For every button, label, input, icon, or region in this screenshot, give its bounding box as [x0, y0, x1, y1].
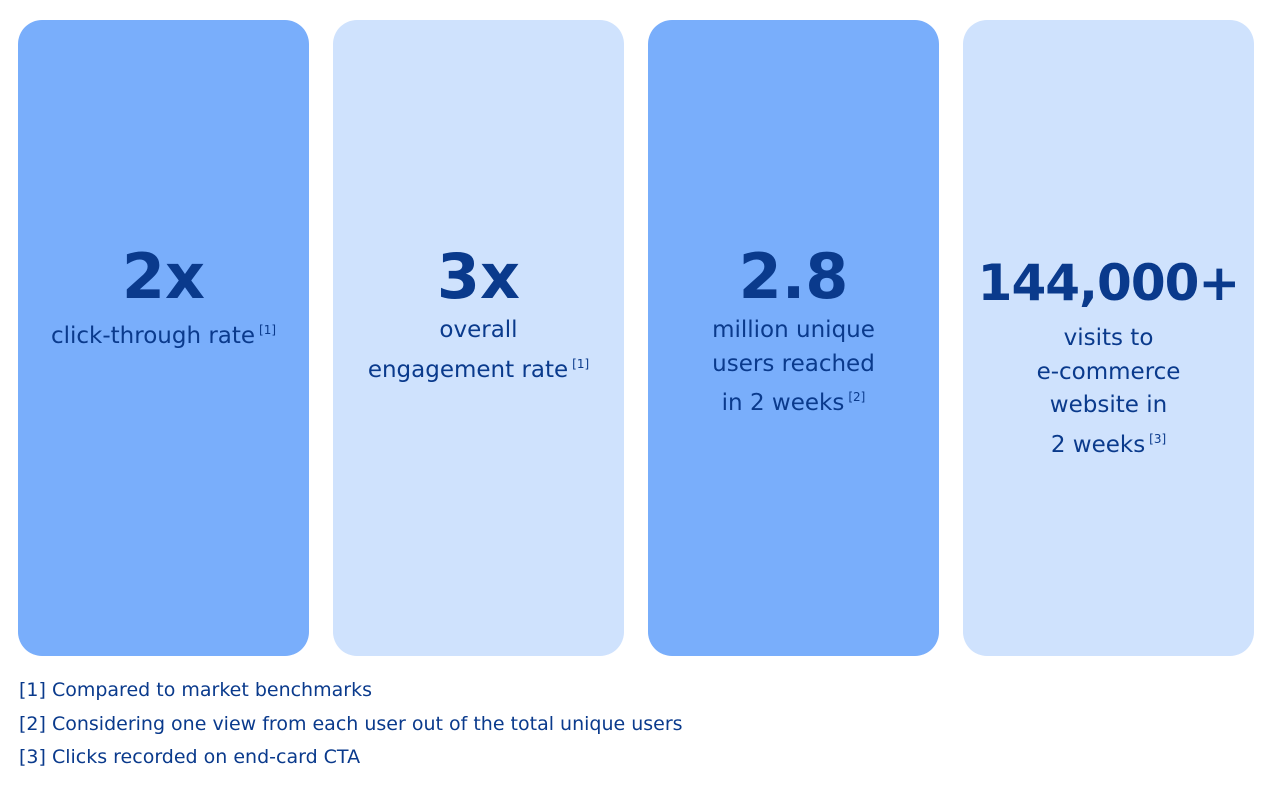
stat-card-engagement: 3x overall engagement rate [1]: [333, 20, 624, 656]
footnote-ref: [2]: [848, 390, 866, 404]
stat-value: 2x: [121, 240, 206, 313]
stat-description-line: in 2 weeks [2]: [721, 390, 866, 416]
stat-description-line: e-commerce: [1036, 358, 1181, 385]
footnotes: [1] Compared to market benchmarks [2] Co…: [19, 674, 683, 775]
stat-value: 3x: [436, 240, 521, 313]
footnote-ref: [1]: [259, 323, 277, 337]
stat-description: visits to e-commerce website in 2 weeks[…: [963, 322, 1254, 462]
stat-card-click-through: 2x click-through rate [1]: [18, 20, 309, 656]
stat-description-line: million unique: [712, 317, 875, 343]
stat-description: overall engagement rate [1]: [333, 314, 624, 387]
stat-description-line: engagement rate [1]: [367, 356, 590, 383]
stat-description: million unique users reached in 2 weeks[…: [648, 314, 939, 421]
stat-description-line: website in: [1049, 392, 1168, 418]
stat-description-line: 2 weeks [3]: [1050, 431, 1167, 458]
stat-value: 144,000+: [977, 254, 1241, 312]
stat-card-content: 2.8 million unique users reached in 2 we…: [648, 246, 939, 421]
stat-card-website-visits: 144,000+ visits to e-commerce website in…: [963, 20, 1254, 656]
stat-card-content: 3x overall engagement rate [1]: [333, 246, 624, 387]
stat-card-content: 2x click-through rate [1]: [18, 246, 309, 354]
footnote-3: [3] Clicks recorded on end-card CTA: [19, 746, 361, 768]
footnote-2: [2] Considering one view from each user …: [19, 712, 683, 735]
stat-card-unique-users: 2.8 million unique users reached in 2 we…: [648, 20, 939, 656]
stat-description-line: click-through rate [1]: [50, 323, 277, 349]
footnote-ref: [1]: [572, 356, 590, 371]
stat-description-line: visits to: [1063, 325, 1154, 351]
stats-cards: 2x click-through rate [1] 3x overall enga…: [18, 20, 1254, 656]
stat-value: 2.8: [738, 240, 849, 313]
stat-description: click-through rate [1]: [18, 314, 309, 354]
stat-card-content: 144,000+ visits to e-commerce website in…: [963, 252, 1254, 462]
footnote-1: [1] Compared to market benchmarks: [19, 679, 372, 701]
stat-description-line: overall: [439, 317, 518, 343]
footnote-ref: [3]: [1149, 431, 1167, 446]
stat-description-line: users reached: [712, 350, 875, 377]
